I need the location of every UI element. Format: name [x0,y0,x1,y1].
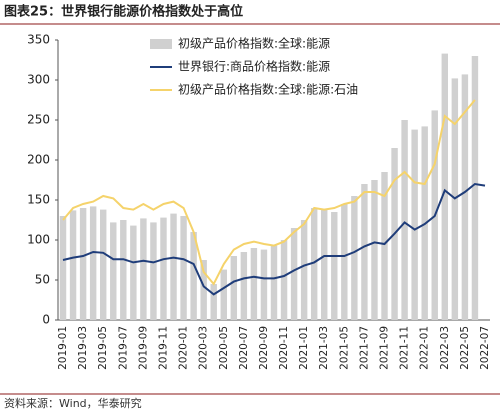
bar [99,209,107,320]
x-tick-label: 2020-01 [178,326,190,370]
legend-label: 世界银行:商品价格指数:能源 [178,59,330,74]
y-tick-label: 150 [27,193,50,207]
x-tick-label: 2022-05 [459,326,471,370]
legend-label: 初级产品价格指数:全球:能源 [178,36,330,51]
bar [341,204,348,320]
bar [150,222,157,320]
x-tick-label: 2022-07 [479,326,491,370]
bar [220,269,227,320]
bar [411,129,418,320]
chart-title: 图表25：世界银行能源价格指数处于高位 [4,4,243,20]
x-tick-label: 2019-05 [97,326,109,370]
bar [140,218,147,320]
x-tick-label: 2020-07 [238,326,250,370]
y-tick-label: 0 [42,313,50,327]
x-tick-label: 2022-03 [439,326,451,370]
bar [110,222,117,320]
y-tick-label: 300 [27,73,50,87]
x-tick-label: 2021-01 [298,326,310,370]
line [62,99,476,286]
bar [170,213,177,320]
bar [89,206,97,320]
legend-swatch [150,39,172,49]
bar [270,245,278,320]
bar [260,249,268,320]
bar [331,212,338,320]
x-tick-label: 2021-05 [338,326,350,370]
bar [471,56,479,320]
bar [280,240,288,320]
bar [351,196,358,320]
bar [79,208,87,320]
x-tick-label: 2020-05 [218,326,230,370]
bar [321,209,328,320]
x-tick-label: 2020-11 [278,326,290,370]
y-tick-label: 50 [35,273,50,287]
bar [371,180,378,320]
bar [381,172,388,320]
x-tick-label: 2020-09 [258,326,270,370]
bar [190,232,197,320]
bar [361,184,368,320]
bar [69,210,77,320]
bar [230,256,238,320]
x-tick-label: 2021-03 [318,326,330,370]
legend-label: 初级产品价格指数:全球:能源:石油 [178,82,358,97]
y-tick-label: 100 [27,233,50,247]
x-tick-label: 2019-07 [117,326,129,370]
y-tick-label: 350 [27,33,50,47]
x-tick-label: 2022-01 [419,326,431,370]
y-tick-label: 250 [27,113,50,127]
bar [401,120,408,320]
x-tick-label: 2019-11 [157,326,169,370]
source: 资料来源：Wind，华泰研究 [4,396,142,410]
bar [461,74,469,321]
bar [250,248,258,320]
bar [120,220,127,320]
bar [200,260,207,320]
bar [180,216,187,320]
x-tick-label: 2019-09 [137,326,149,370]
x-tick-label: 2019-01 [57,326,69,370]
x-tick-label: 2021-09 [379,326,391,370]
bar [59,216,67,320]
bar [160,217,167,320]
bar [210,284,217,320]
bar [130,225,137,320]
x-tick-label: 2021-07 [358,326,370,370]
bar [240,252,248,320]
line [62,182,486,296]
bar [290,228,298,320]
x-tick-label: 2019-03 [77,326,89,370]
y-tick-label: 200 [27,153,50,167]
x-tick-label: 2021-11 [399,326,411,370]
bar [441,53,449,320]
x-tick-label: 2020-03 [198,326,210,370]
bar [310,208,318,320]
bar [300,220,308,320]
